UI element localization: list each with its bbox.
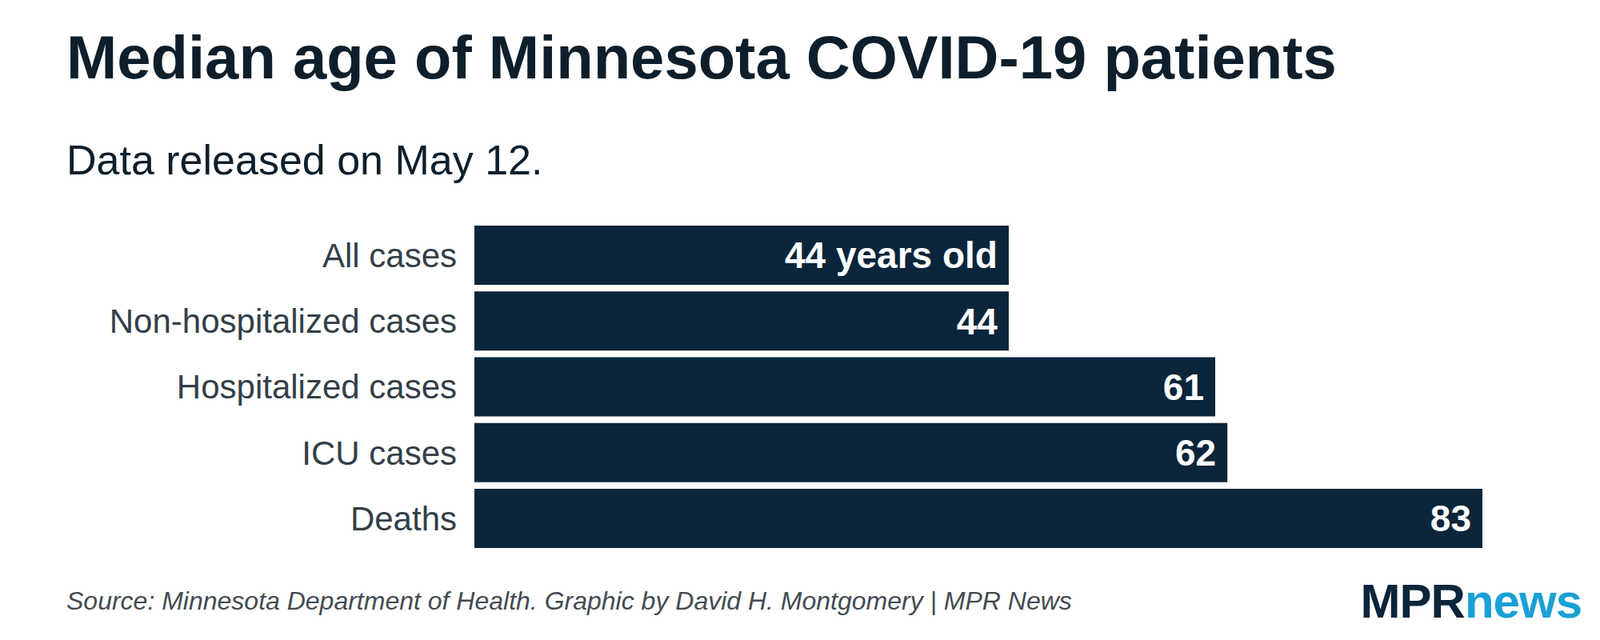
svg-text:83: 83 xyxy=(1430,497,1472,540)
svg-text:62: 62 xyxy=(1175,432,1216,474)
svg-text:Deaths: Deaths xyxy=(350,500,457,538)
svg-text:Non-hospitalized cases: Non-hospitalized cases xyxy=(109,302,457,340)
html-text:MPR news: MPR news xyxy=(1360,574,1582,628)
svg-text:Hospitalized cases: Hospitalized cases xyxy=(176,368,457,406)
svg-text:ICU cases: ICU cases xyxy=(301,434,457,472)
svg-text:44: 44 xyxy=(956,300,999,343)
svg-text:44 years old: 44 years old xyxy=(784,234,998,276)
svg-text:61: 61 xyxy=(1163,366,1204,408)
html-text:Source: Minnesota Department o: Source: Minnesota Department of Health. … xyxy=(66,586,1072,616)
html-text:Data released on May 12.: Data released on May 12. xyxy=(66,136,543,184)
html-text:Median age of Minnesota COVID-: Median age of Minnesota COVID-19 patient… xyxy=(66,23,1337,92)
svg-text:All cases: All cases xyxy=(322,236,457,275)
